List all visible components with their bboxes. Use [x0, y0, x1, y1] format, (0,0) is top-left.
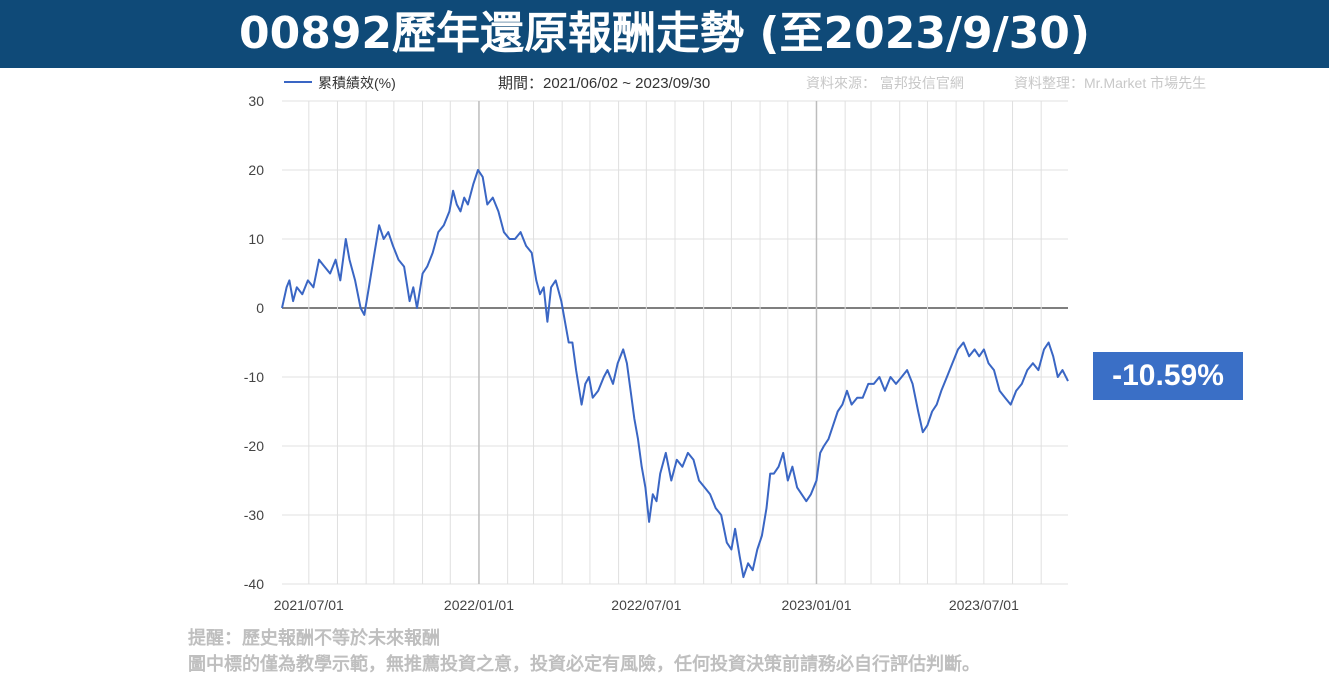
y-tick-label: 30 — [248, 93, 264, 109]
axis-labels: 30 20 10 0 -10 -20 -30 -40 2021/07/01 2022/01/01 2… — [244, 93, 1019, 613]
final-value-badge: -10.59% — [1093, 352, 1243, 400]
line-chart: 30 20 10 0 -10 -20 -30 -40 2021/07/01 2022/01/01 2… — [244, 75, 1206, 613]
disclaimer-line-2: 圖中標的僅為教學示範，無推薦投資之意，投資必定有風險，任何投資決策前請務必自行評… — [188, 654, 980, 675]
source-text: 資料來源： 富邦投信官網 — [806, 75, 964, 91]
disclaimer: 提醒：歷史報酬不等於未來報酬 圖中標的僅為教學示範，無推薦投資之意，投資必定有風… — [188, 626, 980, 678]
x-tick-label: 2022/07/01 — [611, 597, 681, 613]
y-tick-label: -10 — [244, 369, 264, 385]
period-text: 期間：2021/06/02 ~ 2023/09/30 — [498, 75, 710, 92]
x-tick-label: 2023/07/01 — [949, 597, 1019, 613]
x-tick-label: 2023/01/01 — [781, 597, 851, 613]
chart-area: 30 20 10 0 -10 -20 -30 -40 2021/07/01 2022/01/01 2… — [0, 68, 1329, 681]
disclaimer-line-1: 提醒：歷史報酬不等於未來報酬 — [188, 628, 440, 649]
compiler-text: 資料整理：Mr.Market 市場先生 — [1014, 75, 1206, 91]
x-tick-label: 2021/07/01 — [274, 597, 344, 613]
page-title: 00892歷年還原報酬走勢 (至2023/9/30) — [238, 8, 1091, 59]
grid-lines — [282, 100, 1068, 585]
y-tick-label: 10 — [248, 231, 264, 247]
y-tick-label: -40 — [244, 576, 264, 592]
title-bar — [0, 0, 1329, 68]
y-tick-label: -20 — [244, 438, 264, 454]
x-tick-label: 2022/01/01 — [444, 597, 514, 613]
series-layer — [281, 169, 1069, 579]
legend-label: 累積績效(%) — [318, 75, 396, 91]
series-line — [281, 169, 1069, 579]
y-tick-label: 0 — [256, 300, 264, 316]
y-tick-label: 20 — [248, 162, 264, 178]
y-tick-label: -30 — [244, 507, 264, 523]
